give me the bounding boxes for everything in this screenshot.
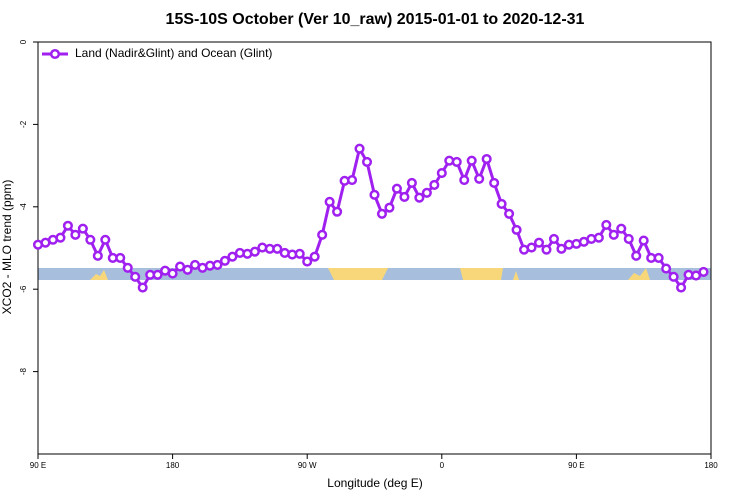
point bbox=[526, 242, 537, 253]
y-tick-label: -8 bbox=[19, 367, 28, 375]
point bbox=[489, 177, 500, 188]
point bbox=[399, 191, 410, 202]
point bbox=[272, 243, 283, 254]
point bbox=[533, 237, 545, 248]
point bbox=[361, 156, 373, 167]
point bbox=[369, 189, 380, 200]
point bbox=[668, 271, 679, 282]
point bbox=[541, 244, 552, 255]
point bbox=[309, 251, 320, 262]
point bbox=[70, 229, 81, 240]
point bbox=[616, 223, 627, 234]
point bbox=[167, 268, 178, 279]
point bbox=[631, 250, 642, 261]
x-tick-label: 90 E bbox=[568, 461, 584, 470]
point bbox=[414, 192, 425, 203]
point bbox=[496, 198, 507, 209]
point bbox=[376, 208, 388, 219]
point bbox=[384, 202, 395, 213]
point bbox=[698, 266, 709, 277]
point bbox=[332, 206, 343, 217]
point bbox=[451, 156, 462, 167]
point bbox=[421, 187, 432, 198]
point bbox=[593, 232, 604, 243]
point bbox=[115, 252, 126, 263]
point bbox=[55, 232, 66, 243]
x-tick-label: 180 bbox=[166, 461, 180, 470]
y-tick-label: -2 bbox=[19, 120, 28, 128]
point bbox=[317, 229, 328, 240]
point bbox=[130, 271, 141, 282]
point bbox=[638, 235, 649, 246]
point bbox=[391, 183, 402, 194]
y-tick-label: -4 bbox=[19, 203, 28, 211]
point bbox=[294, 248, 305, 259]
y-axis-label: XCO2 - MLO trend (ppm) bbox=[0, 180, 14, 315]
x-tick-label: 180 bbox=[704, 461, 718, 470]
point bbox=[77, 223, 88, 234]
point bbox=[459, 174, 470, 186]
point bbox=[182, 264, 193, 275]
point bbox=[227, 251, 238, 262]
point bbox=[137, 282, 148, 293]
point bbox=[504, 208, 515, 219]
point bbox=[152, 269, 163, 280]
point bbox=[85, 234, 96, 245]
point bbox=[608, 229, 619, 240]
point bbox=[548, 233, 560, 244]
point bbox=[354, 143, 365, 154]
point bbox=[406, 177, 417, 188]
chart-title: 15S-10S October (Ver 10_raw) 2015-01-01 … bbox=[166, 11, 585, 28]
point bbox=[623, 233, 634, 244]
x-tick-label: 0 bbox=[440, 461, 445, 470]
point bbox=[62, 220, 73, 231]
y-tick-label: -6 bbox=[19, 285, 28, 293]
point bbox=[690, 270, 702, 281]
point bbox=[556, 243, 567, 254]
point bbox=[302, 256, 313, 267]
x-tick-label: 90 E bbox=[30, 461, 46, 470]
point bbox=[429, 179, 440, 191]
point bbox=[219, 255, 230, 266]
point bbox=[324, 196, 335, 207]
point bbox=[676, 282, 687, 293]
point bbox=[481, 153, 492, 165]
point bbox=[92, 250, 103, 261]
y-tick-label: 0 bbox=[19, 39, 28, 44]
point bbox=[249, 246, 260, 257]
x-tick-label: 90 W bbox=[298, 461, 317, 470]
legend-label: Land (Nadir&Glint) and Ocean (Glint) bbox=[75, 46, 272, 60]
point bbox=[122, 262, 133, 273]
point bbox=[474, 173, 485, 184]
point bbox=[601, 219, 612, 230]
point bbox=[661, 263, 672, 274]
point bbox=[436, 167, 447, 179]
point bbox=[466, 155, 477, 166]
point bbox=[212, 259, 223, 270]
plot-frame bbox=[37, 41, 712, 455]
point bbox=[347, 174, 358, 186]
point bbox=[100, 234, 111, 245]
point bbox=[511, 224, 522, 235]
x-axis-label: Longitude (deg E) bbox=[327, 476, 422, 490]
point bbox=[653, 252, 664, 263]
legend-marker bbox=[49, 48, 61, 60]
series-line bbox=[37, 144, 705, 291]
